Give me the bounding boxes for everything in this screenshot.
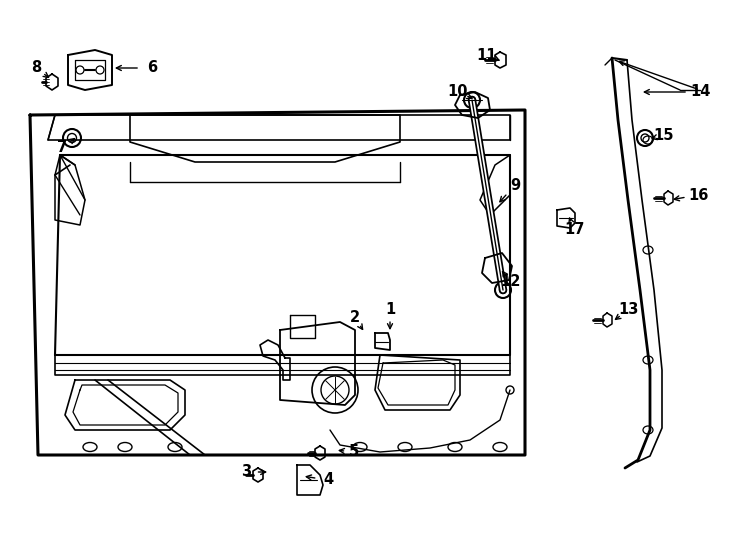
Text: 4: 4 [323,472,333,488]
Text: 12: 12 [500,274,520,289]
Text: 5: 5 [349,444,359,460]
Text: 11: 11 [477,48,497,63]
Ellipse shape [468,97,476,104]
Text: 8: 8 [31,60,41,76]
Ellipse shape [464,92,480,108]
Ellipse shape [495,282,511,298]
Text: 13: 13 [618,302,638,318]
Text: 14: 14 [690,84,711,99]
Text: 7: 7 [57,140,67,156]
Text: 9: 9 [510,178,520,192]
Text: 10: 10 [448,84,468,99]
Text: 6: 6 [147,60,157,76]
Ellipse shape [500,287,506,294]
Text: 17: 17 [564,222,584,238]
Text: 16: 16 [688,187,708,202]
Text: 1: 1 [385,302,395,318]
Text: 15: 15 [654,127,675,143]
Text: 2: 2 [350,310,360,326]
Text: 3: 3 [241,464,251,480]
